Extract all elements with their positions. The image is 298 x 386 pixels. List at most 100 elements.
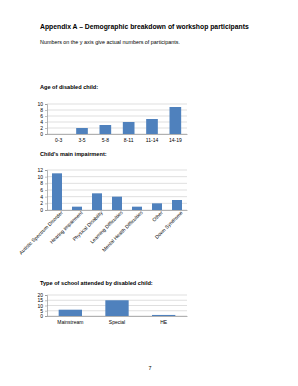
- bars: [59, 300, 176, 316]
- y-tick-label: 8: [40, 180, 43, 186]
- x-tick-label: 8-11: [124, 137, 134, 143]
- bar: [76, 128, 88, 134]
- y-tick-mark: [45, 116, 47, 117]
- grid-line: [47, 134, 187, 135]
- y-tick-mark: [45, 300, 47, 301]
- chart: Type of school attended by disabled chil…: [37, 280, 187, 325]
- y-axis: 05101520: [37, 292, 47, 319]
- y-tick-mark: [45, 177, 47, 178]
- heading: Appendix A – Demographic breakdown of wo…: [40, 23, 249, 31]
- bar: [112, 197, 122, 210]
- x-tick: 3-5: [78, 134, 85, 143]
- y-tick-label: 6: [40, 113, 43, 119]
- bars: [76, 107, 181, 134]
- bar: [53, 134, 65, 135]
- x-tick-label: Hearing Impairment: [48, 209, 84, 245]
- grid: [47, 295, 187, 316]
- x-tick: Mainstream: [57, 316, 83, 325]
- y-tick-mark: [45, 295, 47, 296]
- y-tick: 8: [40, 107, 47, 113]
- x-tick-label: Learning Difficulties: [89, 209, 124, 244]
- y-tick-label: 4: [40, 119, 43, 125]
- y-tick: 5: [40, 308, 47, 314]
- x-tick-label: Mental Health Difficulties: [101, 209, 144, 252]
- grid-line: [47, 176, 187, 177]
- chart: Age of disabled child: 0246810 0-3 3-5 5-8 8-…: [37, 84, 187, 143]
- y-tick: 2: [40, 200, 47, 206]
- bar: [152, 315, 175, 316]
- x-axis: Mainstream Special HE: [48, 316, 188, 325]
- y-tick-label: 2: [40, 200, 43, 206]
- bars: [52, 173, 182, 210]
- y-axis: 024681012: [37, 167, 47, 213]
- y-axis-line: [45, 105, 48, 135]
- x-tick: Mental Health Difficulties: [101, 209, 144, 252]
- y-tick-mark: [45, 128, 47, 129]
- bar: [123, 122, 135, 134]
- x-tick: Learning Difficulties: [89, 209, 124, 244]
- y-tick-label: 6: [40, 187, 43, 193]
- x-tick: Other: [151, 209, 164, 222]
- x-tick-label: 3-5: [78, 137, 85, 143]
- y-tick-mark: [45, 203, 47, 204]
- y-tick-mark: [45, 311, 47, 312]
- grid: [47, 104, 187, 134]
- y-tick-label: 10: [37, 303, 43, 309]
- y-axis-line: [45, 171, 48, 211]
- grid-line: [47, 183, 187, 184]
- x-tick: 8-11: [124, 134, 134, 143]
- y-tick-mark: [45, 134, 47, 135]
- x-tick: 14-19: [169, 134, 182, 143]
- y-tick: 10: [37, 303, 47, 309]
- y-tick-label: 12: [37, 167, 43, 173]
- y-tick: 6: [40, 113, 47, 119]
- x-tick: 11-14: [146, 134, 159, 143]
- y-tick-label: 15: [37, 297, 43, 303]
- chart-title: Age of disabled child:: [40, 84, 98, 90]
- y-tick: 20: [37, 292, 47, 298]
- y-tick-mark: [45, 306, 47, 307]
- y-tick-label: 0: [40, 313, 43, 319]
- x-axis: Autistic Spectrum DisorderHearing Impair…: [18, 209, 188, 256]
- y-tick: 6: [40, 187, 47, 193]
- y-tick-label: 8: [40, 107, 43, 113]
- y-tick: 8: [40, 180, 47, 186]
- y-tick-label: 0: [40, 131, 43, 137]
- bar: [100, 125, 112, 134]
- y-tick: 4: [40, 119, 47, 125]
- y-tick: 10: [37, 101, 47, 107]
- y-tick-label: 10: [37, 101, 43, 107]
- y-tick-label: 10: [37, 174, 43, 180]
- grid-line: [47, 122, 187, 123]
- bar: [105, 300, 128, 316]
- y-tick-mark: [45, 183, 47, 184]
- y-tick-mark: [45, 210, 47, 211]
- bar: [52, 173, 62, 210]
- grid-line: [47, 295, 187, 296]
- x-tick-label: Mainstream: [57, 319, 83, 325]
- x-tick: Hearing Impairment: [48, 209, 84, 245]
- chart: Child's main impairment:024681012Autisti…: [18, 151, 188, 256]
- x-tick-label: HE: [160, 319, 168, 325]
- x-tick: 5-8: [102, 134, 109, 143]
- page: Appendix A – Demographic breakdown of wo…: [0, 0, 298, 386]
- y-tick-label: 2: [40, 125, 43, 131]
- x-tick-label: 0-3: [55, 137, 62, 143]
- y-axis: 0246810: [37, 101, 47, 137]
- y-tick-mark: [45, 197, 47, 198]
- grid-line: [47, 128, 187, 129]
- bar: [152, 203, 162, 210]
- x-tick: HE: [160, 316, 168, 325]
- x-tick-label: 5-8: [102, 137, 109, 143]
- x-tick: 0-3: [55, 134, 62, 143]
- bar: [72, 207, 82, 210]
- bar: [92, 193, 102, 210]
- y-tick-label: 4: [40, 194, 43, 200]
- y-tick-label: 0: [40, 207, 43, 213]
- x-axis-line: [48, 316, 188, 317]
- bar: [132, 207, 142, 210]
- chart-title: Child's main impairment:: [40, 151, 107, 157]
- x-tick-label: Special: [109, 319, 125, 325]
- y-tick: 15: [37, 297, 47, 303]
- y-tick: 0: [40, 313, 47, 319]
